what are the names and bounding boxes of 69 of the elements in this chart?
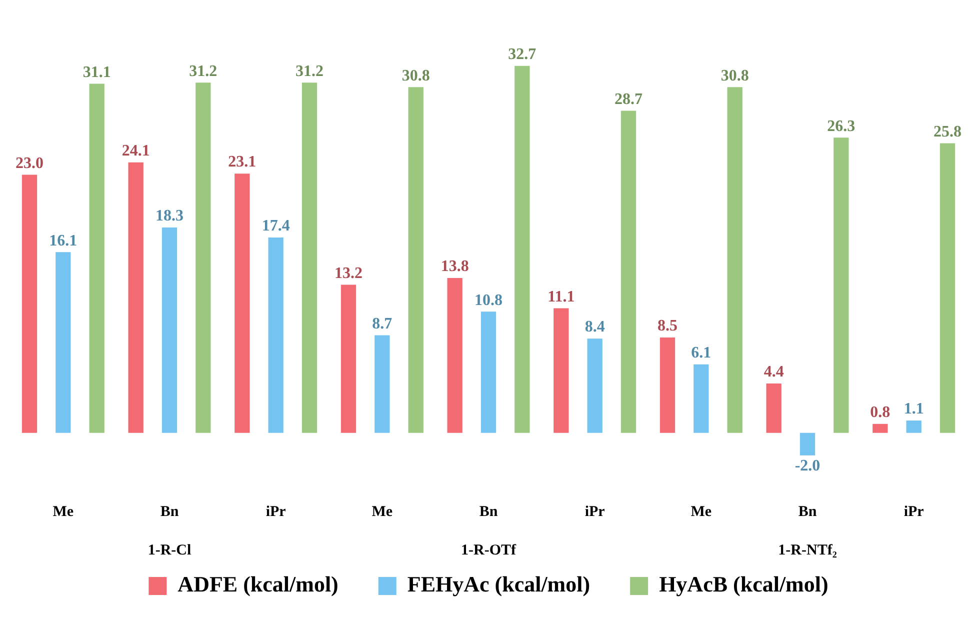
bar	[766, 383, 782, 433]
data-label: 17.4	[262, 218, 290, 235]
bar	[800, 432, 816, 456]
data-label: 6.1	[691, 344, 712, 362]
data-label: 13.2	[334, 264, 362, 282]
bar	[587, 338, 602, 433]
x-tick-label: iPr	[904, 504, 924, 520]
bar	[374, 335, 390, 433]
data-label: 32.7	[508, 46, 536, 63]
data-label: 13.8	[440, 258, 469, 276]
x-tick-label: iPr	[266, 504, 286, 520]
data-label: 8.7	[372, 315, 392, 332]
bar	[834, 138, 849, 433]
bar	[727, 87, 742, 433]
x-tick-label: Me	[52, 504, 74, 520]
bar	[694, 364, 709, 433]
x-tick-label: Bn	[798, 504, 818, 520]
data-label: 18.3	[156, 208, 184, 225]
bar	[196, 82, 211, 433]
data-label: 25.8	[934, 123, 962, 140]
text: 1-R-Cl	[148, 542, 192, 558]
x-tick-label: Me	[690, 504, 712, 520]
bar	[89, 84, 104, 433]
bar	[162, 227, 178, 433]
data-label: 11.1	[548, 288, 575, 306]
x-tick-label: iPr	[584, 504, 606, 520]
bar	[660, 337, 676, 433]
bar	[514, 66, 530, 433]
bar	[340, 284, 356, 433]
bar	[554, 308, 569, 433]
data-label: 0.8	[870, 404, 890, 422]
data-label: 1.1	[904, 400, 924, 418]
data-label: 28.7	[614, 90, 643, 108]
data-label: 23.0	[15, 154, 44, 172]
legend-label: HyAcB (kcal/mol)	[659, 572, 828, 597]
bar	[620, 110, 636, 433]
bar	[940, 143, 956, 433]
bar	[408, 87, 424, 433]
bar	[302, 82, 318, 433]
x-tick-label: Me	[372, 504, 393, 520]
bar	[480, 312, 496, 433]
bar	[447, 278, 462, 433]
bar	[234, 174, 250, 433]
bar	[56, 252, 71, 433]
data-label: 23.1	[228, 154, 256, 171]
data-label: 30.8	[402, 67, 430, 84]
data-label: 26.3	[827, 118, 856, 135]
legend-label: ADFE (kcal/mol)	[178, 572, 338, 597]
bar	[268, 238, 284, 433]
data-label: 4.4	[764, 364, 784, 381]
bar	[872, 424, 888, 433]
data-label: -2.0	[794, 457, 820, 474]
bar	[22, 174, 38, 433]
bar	[906, 420, 922, 433]
data-label: 10.8	[474, 292, 502, 309]
data-label: 16.1	[49, 232, 78, 250]
legend-label: FEHyAc (kcal/mol)	[407, 572, 590, 597]
x-tick-label: Bn	[160, 504, 180, 520]
data-label: 31.2	[296, 62, 324, 80]
text: 1-R-NTf₂	[778, 542, 838, 558]
data-label: 8.4	[584, 318, 605, 336]
data-label: 31.2	[189, 62, 218, 80]
data-label: 30.8	[720, 67, 749, 84]
data-label: 24.1	[122, 142, 150, 160]
x-tick-label: Bn	[479, 504, 498, 520]
data-label: 31.1	[82, 64, 111, 81]
data-label: 8.5	[657, 318, 678, 335]
text: 1-R-OTf	[461, 542, 517, 558]
bar	[128, 162, 144, 433]
